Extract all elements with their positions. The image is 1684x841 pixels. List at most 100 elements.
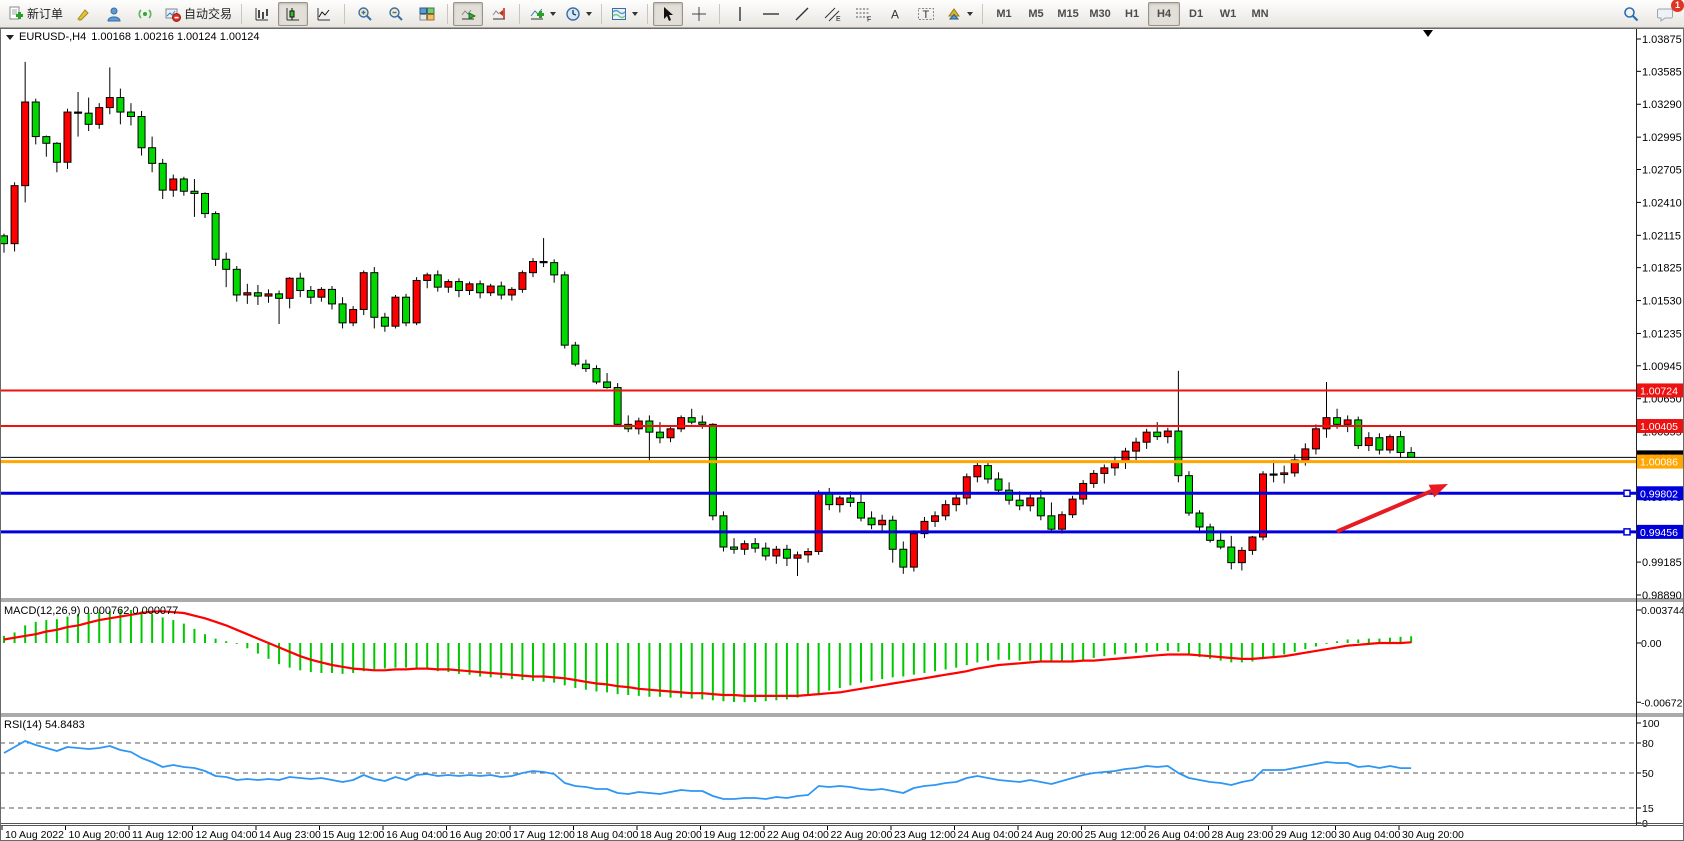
svg-text:1.03875: 1.03875: [1642, 34, 1682, 46]
timeframe-button-m5[interactable]: M5: [1028, 7, 1044, 20]
svg-text:1.01825: 1.01825: [1642, 263, 1682, 275]
bar-chart-button[interactable]: [247, 2, 277, 26]
svg-text:1.01235: 1.01235: [1642, 328, 1682, 340]
timeframe-button-m15[interactable]: M15: [1057, 7, 1079, 20]
svg-text:24 Aug 20:00: 24 Aug 20:00: [1021, 829, 1083, 841]
svg-text:16 Aug 20:00: 16 Aug 20:00: [450, 829, 512, 841]
svg-text:0.99802: 0.99802: [1640, 488, 1678, 500]
svg-text:0.99185: 0.99185: [1642, 557, 1682, 569]
svg-text:16 Aug 04:00: 16 Aug 04:00: [386, 829, 448, 841]
tile-windows-button[interactable]: [412, 2, 442, 26]
symbol-dropdown-icon[interactable]: [6, 34, 14, 40]
chart-window: 1.03875 1.03585 1.03290 1.02995 1.02705 1.024…: [0, 28, 1684, 841]
timeframe-button-m1[interactable]: M1: [996, 7, 1012, 20]
svg-text:A: A: [891, 7, 899, 21]
separator: [241, 3, 243, 24]
horizontal-line-icon: [763, 12, 780, 15]
svg-text:T: T: [923, 9, 930, 21]
signals-icon: [138, 8, 152, 19]
separator: [601, 3, 603, 24]
vertical-line-button[interactable]: [725, 2, 755, 26]
separator: [447, 3, 449, 24]
line-chart-button[interactable]: [309, 2, 339, 26]
auto-scroll-icon: [461, 9, 477, 20]
svg-text:26 Aug 04:00: 26 Aug 04:00: [1148, 829, 1210, 841]
svg-text:15 Aug 12:00: 15 Aug 12:00: [323, 829, 385, 841]
trendline-icon: [795, 7, 809, 20]
periods-button[interactable]: [561, 2, 596, 26]
text-button[interactable]: A: [880, 2, 910, 26]
svg-text:24 Aug 04:00: 24 Aug 04:00: [958, 829, 1020, 841]
indicators-button[interactable]: [525, 2, 560, 26]
macd-indicator-label: MACD(12,26,9) 0.000762 0.000077: [4, 605, 179, 617]
svg-text:1.00405: 1.00405: [1640, 421, 1678, 433]
svg-text:1.02705: 1.02705: [1642, 164, 1682, 176]
candle-chart-button[interactable]: [278, 1, 309, 26]
svg-text:1.03585: 1.03585: [1642, 66, 1682, 78]
zoom-out-icon: [389, 6, 403, 21]
new-order-button[interactable]: 新订单: [4, 2, 67, 26]
candle-chart-icon: [286, 7, 300, 20]
svg-text:25 Aug 12:00: 25 Aug 12:00: [1085, 829, 1147, 841]
zoom-in-icon: [358, 6, 372, 21]
fibonacci-button[interactable]: F: [849, 2, 879, 26]
timeframe-button-w1[interactable]: W1: [1219, 7, 1237, 20]
chart-canvas[interactable]: 1.03875 1.03585 1.03290 1.02995 1.02705 1.024…: [0, 28, 1684, 841]
timeframe-button-d1[interactable]: D1: [1189, 7, 1204, 20]
svg-text:50: 50: [1642, 768, 1654, 780]
svg-text:10 Aug 20:00: 10 Aug 20:00: [69, 829, 131, 841]
separator: [982, 3, 984, 24]
chart-shift-button[interactable]: [484, 2, 514, 26]
timeframe-button-h4[interactable]: H4: [1148, 1, 1181, 26]
symbol-header[interactable]: EURUSD-,H4 1.00168 1.00216 1.00124 1.001…: [6, 31, 259, 43]
search-icon: [1624, 6, 1639, 21]
svg-text:19 Aug 12:00: 19 Aug 12:00: [704, 829, 766, 841]
templates-button[interactable]: [607, 2, 642, 26]
timeframe-button-h1[interactable]: H1: [1125, 7, 1140, 20]
search-button[interactable]: [1616, 2, 1646, 26]
indicators-caret-icon: [550, 11, 557, 16]
separator: [519, 3, 521, 24]
periods-caret-icon: [586, 11, 593, 16]
zoom-in-button[interactable]: [350, 2, 380, 26]
timeframe-button-mn[interactable]: MN: [1251, 7, 1269, 20]
trendline-button[interactable]: [787, 2, 817, 26]
new-order-label: 新订单: [27, 7, 64, 21]
separator: [719, 3, 721, 24]
auto-trading-button[interactable]: 自动交易: [161, 2, 236, 26]
bar-chart-icon: [255, 7, 269, 20]
separator: [647, 3, 649, 24]
zoom-out-button[interactable]: [381, 2, 411, 26]
quote-ohlc-label: 1.00168 1.00216 1.00124 1.00124: [91, 31, 260, 43]
crayon-button[interactable]: [68, 2, 98, 26]
svg-text:100: 100: [1642, 718, 1660, 730]
svg-text:10 Aug 2022: 10 Aug 2022: [5, 829, 64, 841]
timeframe-button-m30[interactable]: M30: [1089, 7, 1111, 20]
chart-shift-icon: [492, 7, 506, 19]
svg-text:1.03290: 1.03290: [1642, 99, 1682, 111]
notifications-button[interactable]: 1: [1650, 0, 1684, 26]
horizontal-line-button[interactable]: [756, 2, 786, 26]
svg-text:1.02995: 1.02995: [1642, 132, 1682, 144]
svg-text:23 Aug 12:00: 23 Aug 12:00: [894, 829, 956, 841]
toolbar-right-group: 1: [1616, 0, 1684, 26]
equidistant-channel-icon: E: [824, 7, 841, 22]
templates-icon: [612, 7, 627, 20]
svg-text:0.99456: 0.99456: [1640, 527, 1678, 539]
cursor-button[interactable]: [653, 1, 684, 26]
signals-button[interactable]: [130, 2, 160, 26]
equidistant-channel-button[interactable]: E: [818, 2, 848, 26]
svg-text:1.00724: 1.00724: [1640, 385, 1678, 397]
crosshair-button[interactable]: [684, 2, 714, 26]
periods-clock-icon: [566, 6, 580, 21]
text-label-button[interactable]: T: [911, 2, 941, 26]
text-icon: A: [891, 7, 899, 21]
auto-scroll-button[interactable]: [453, 1, 484, 26]
svg-text:11 Aug 12:00: 11 Aug 12:00: [132, 829, 193, 841]
arrows-button[interactable]: [942, 2, 977, 26]
new-order-icon: [9, 6, 23, 19]
toolbar: 新订单 自动交易: [0, 0, 1684, 28]
auto-trading-label: 自动交易: [184, 7, 233, 21]
community-button[interactable]: [99, 2, 129, 26]
timeframe-group: M1 M5 M15 M30 H1 H4 D1 W1 MN: [988, 1, 1276, 26]
